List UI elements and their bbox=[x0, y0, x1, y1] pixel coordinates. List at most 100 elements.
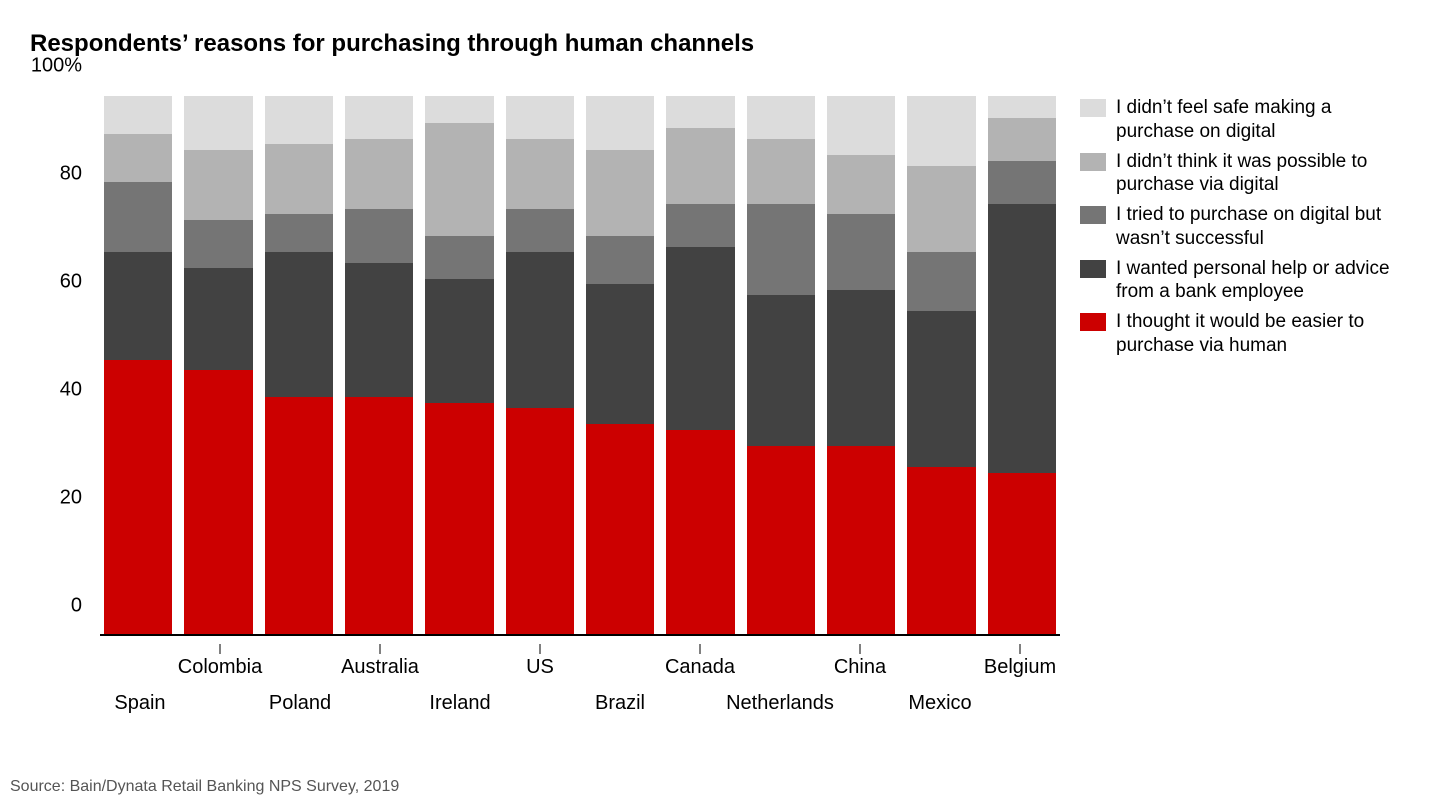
x-label-lower: Spain bbox=[114, 692, 165, 715]
legend-swatch bbox=[1080, 206, 1106, 224]
legend: I didn’t feel safe making a purchase on … bbox=[1080, 96, 1410, 364]
bar-segment-not_possible bbox=[345, 139, 413, 209]
x-tick-mark bbox=[860, 644, 861, 654]
bar-segment-not_possible bbox=[425, 123, 493, 236]
bar-segment-tried_failed bbox=[184, 220, 252, 268]
bar-segment-tried_failed bbox=[827, 214, 895, 289]
x-label-lower: Brazil bbox=[595, 692, 645, 715]
chart-container: Respondents’ reasons for purchasing thro… bbox=[0, 0, 1440, 810]
bar-column bbox=[907, 96, 975, 634]
bar-segment-not_safe bbox=[184, 96, 252, 150]
legend-item: I tried to purchase on digital but wasn’… bbox=[1080, 203, 1410, 251]
bar-segment-personal_help bbox=[827, 290, 895, 446]
y-axis: 020406080100% bbox=[30, 66, 90, 636]
bar-segment-not_possible bbox=[827, 155, 895, 214]
bar-segment-tried_failed bbox=[907, 252, 975, 311]
bar-segment-easier_human bbox=[586, 424, 654, 634]
x-tick-mark bbox=[380, 644, 381, 654]
bar-segment-personal_help bbox=[586, 284, 654, 424]
bar-segment-personal_help bbox=[265, 252, 333, 397]
bar-segment-tried_failed bbox=[104, 182, 172, 252]
legend-label: I wanted personal help or advice from a … bbox=[1116, 257, 1410, 305]
bar-segment-not_safe bbox=[827, 96, 895, 155]
legend-label: I tried to purchase on digital but wasn’… bbox=[1116, 203, 1410, 251]
bar-segment-not_possible bbox=[265, 144, 333, 214]
bar-segment-tried_failed bbox=[666, 204, 734, 247]
bar-segment-personal_help bbox=[907, 311, 975, 467]
bar-segment-not_safe bbox=[345, 96, 413, 139]
bar-segment-tried_failed bbox=[747, 204, 815, 295]
y-tick-label: 0 bbox=[71, 595, 82, 618]
bar-segment-not_possible bbox=[104, 134, 172, 182]
bar-segment-not_possible bbox=[506, 139, 574, 209]
y-tick-label: 20 bbox=[60, 487, 82, 510]
bar-column bbox=[425, 96, 493, 634]
chart-title: Respondents’ reasons for purchasing thro… bbox=[30, 30, 1410, 58]
bar-segment-tried_failed bbox=[425, 236, 493, 279]
y-tick-label: 60 bbox=[60, 271, 82, 294]
bar-segment-easier_human bbox=[184, 370, 252, 634]
bar-column bbox=[988, 96, 1056, 634]
bar-segment-personal_help bbox=[345, 263, 413, 398]
x-label-upper: Colombia bbox=[178, 656, 262, 679]
bar-segment-personal_help bbox=[747, 295, 815, 446]
bar-segment-not_safe bbox=[506, 96, 574, 139]
bar-segment-easier_human bbox=[425, 403, 493, 634]
bar-segment-personal_help bbox=[988, 204, 1056, 473]
bar-segment-personal_help bbox=[425, 279, 493, 403]
bar-segment-not_possible bbox=[184, 150, 252, 220]
bar-segment-personal_help bbox=[666, 247, 734, 430]
bar-column bbox=[104, 96, 172, 634]
x-label-upper: Belgium bbox=[984, 656, 1056, 679]
bar-column bbox=[586, 96, 654, 634]
x-label-lower: Netherlands bbox=[726, 692, 834, 715]
x-label-lower: Mexico bbox=[908, 692, 971, 715]
bar-segment-easier_human bbox=[988, 473, 1056, 634]
x-axis-labels: Colombia Australia US Canada China Belgium Spa… bbox=[100, 644, 1060, 724]
bar-segment-not_safe bbox=[104, 96, 172, 134]
x-label-upper: Australia bbox=[341, 656, 419, 679]
chart-area: 020406080100% ColombiaAustraliaUSCanadaC… bbox=[30, 66, 1410, 666]
bar-segment-not_safe bbox=[907, 96, 975, 166]
x-tick-mark bbox=[220, 644, 221, 654]
bar-segment-easier_human bbox=[265, 397, 333, 634]
bar-segment-tried_failed bbox=[506, 209, 574, 252]
bar-segment-easier_human bbox=[666, 430, 734, 634]
bar-segment-tried_failed bbox=[988, 161, 1056, 204]
legend-item: I didn’t feel safe making a purchase on … bbox=[1080, 96, 1410, 144]
x-label-lower: Poland bbox=[269, 692, 331, 715]
y-tick-label: 100% bbox=[31, 55, 82, 78]
bar-segment-tried_failed bbox=[586, 236, 654, 284]
bar-column bbox=[265, 96, 333, 634]
bar-segment-personal_help bbox=[184, 268, 252, 370]
bar-segment-personal_help bbox=[104, 252, 172, 360]
legend-item: I wanted personal help or advice from a … bbox=[1080, 257, 1410, 305]
bar-segment-not_possible bbox=[907, 166, 975, 252]
bar-segment-easier_human bbox=[345, 397, 413, 634]
bar-column bbox=[184, 96, 252, 634]
bar-segment-not_safe bbox=[988, 96, 1056, 118]
x-label-lower: Ireland bbox=[429, 692, 490, 715]
bar-segment-tried_failed bbox=[265, 214, 333, 252]
legend-swatch bbox=[1080, 99, 1106, 117]
legend-label: I didn’t feel safe making a purchase on … bbox=[1116, 96, 1410, 144]
x-tick-mark bbox=[700, 644, 701, 654]
legend-swatch bbox=[1080, 313, 1106, 331]
bar-column bbox=[506, 96, 574, 634]
x-label-upper: Canada bbox=[665, 656, 735, 679]
x-label-upper: China bbox=[834, 656, 886, 679]
bar-column bbox=[345, 96, 413, 634]
bar-segment-easier_human bbox=[104, 360, 172, 634]
bar-segment-personal_help bbox=[506, 252, 574, 408]
x-tick-mark bbox=[540, 644, 541, 654]
bar-segment-not_safe bbox=[425, 96, 493, 123]
y-tick-label: 80 bbox=[60, 163, 82, 186]
bar-segment-not_safe bbox=[586, 96, 654, 150]
y-tick-label: 40 bbox=[60, 379, 82, 402]
bar-segment-not_safe bbox=[666, 96, 734, 128]
bar-segment-tried_failed bbox=[345, 209, 413, 263]
bar-segment-easier_human bbox=[747, 446, 815, 634]
source-note: Source: Bain/Dynata Retail Banking NPS S… bbox=[10, 778, 399, 796]
bar-column bbox=[827, 96, 895, 634]
x-label-upper: US bbox=[526, 656, 554, 679]
